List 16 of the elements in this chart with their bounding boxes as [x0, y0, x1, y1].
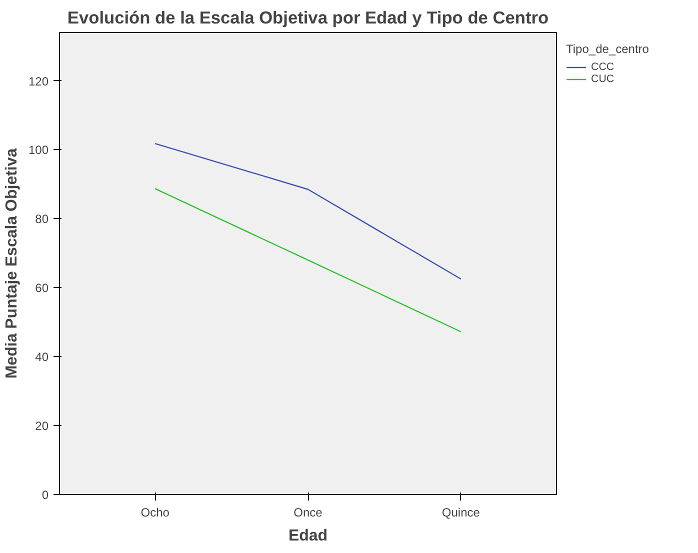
- x-tick-label: Quince: [442, 506, 480, 520]
- legend-label: CCC: [591, 61, 614, 73]
- x-tick-label: Ocho: [140, 506, 170, 520]
- y-tick-label: 120: [28, 74, 49, 88]
- y-tick-label: 20: [35, 419, 49, 434]
- legend-title: Tipo_de_centro: [566, 42, 649, 56]
- x-tick-label: Once: [294, 506, 323, 520]
- y-tick-label: 40: [35, 350, 49, 364]
- y-tick-label: 0: [42, 488, 49, 502]
- y-axis-title: Media Puntaje Escala Objetiva: [3, 148, 20, 379]
- chart-title: Evolución de la Escala Objetiva por Edad y Tipo de Centro: [67, 8, 549, 28]
- x-axis-title: Edad: [288, 528, 328, 544]
- y-tick-label: 100: [28, 143, 49, 158]
- legend-label: CUC: [591, 73, 614, 85]
- y-tick-label: 80: [35, 212, 49, 226]
- y-tick-label: 60: [35, 281, 49, 296]
